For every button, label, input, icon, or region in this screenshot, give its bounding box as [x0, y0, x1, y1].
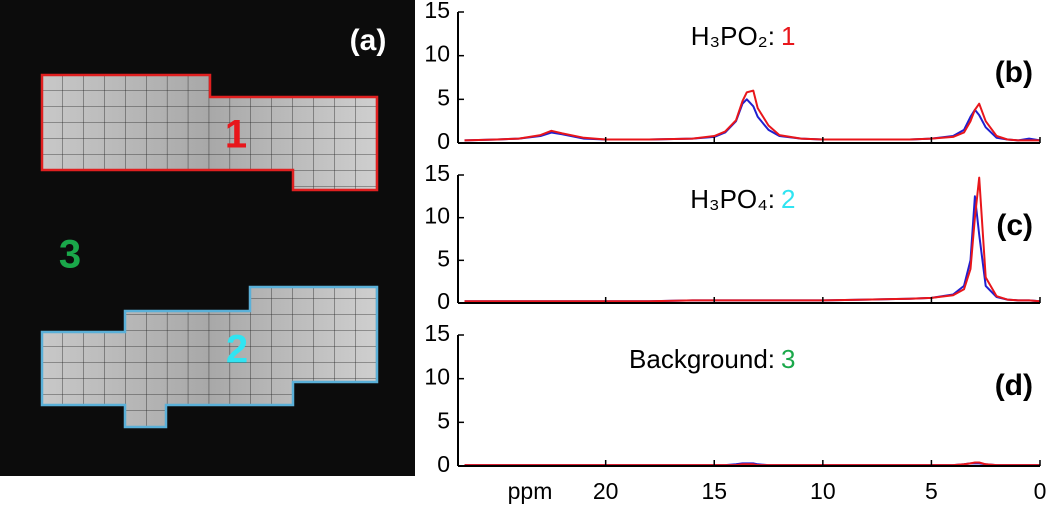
x-tick-label: 15 — [701, 478, 727, 504]
roi-outline — [40, 285, 379, 429]
y-tick-label: 15 — [424, 320, 450, 346]
spectrum-line — [464, 89, 1040, 142]
y-tick-label: 15 — [424, 0, 450, 23]
title-region: 3 — [781, 344, 795, 374]
panel-label: (c) — [996, 209, 1033, 242]
voxel-grid — [42, 75, 377, 190]
y-tick-label: 0 — [437, 288, 450, 314]
region-label: 1 — [225, 113, 247, 157]
y-tick-label: 5 — [437, 84, 450, 110]
chart-title: H₃PO₄: — [690, 184, 775, 214]
image-panel: (a) 1 2 3 — [0, 0, 415, 476]
y-tick-label: 10 — [424, 203, 450, 229]
y-tick-label: 10 — [424, 364, 450, 390]
region-label: 2 — [226, 328, 248, 372]
title-text: H₃PO₂: — [691, 21, 775, 51]
x-tick-label: 20 — [593, 478, 619, 504]
y-tick-label: 5 — [437, 245, 450, 271]
title-region: 1 — [781, 21, 795, 51]
y-tick-label: 0 — [437, 128, 450, 154]
x-tick-label: 5 — [925, 478, 938, 504]
title-region: 2 — [781, 184, 795, 214]
panel-label: (d) — [995, 369, 1033, 402]
y-tick-label: 10 — [424, 41, 450, 67]
y-tick-label: 0 — [437, 451, 450, 477]
panel-label: (a) — [350, 24, 387, 57]
spectrum-line — [464, 176, 1041, 303]
chart-title: H₃PO₂: — [691, 21, 775, 51]
roi-outline — [40, 73, 379, 192]
title-text: H₃PO₄: — [690, 184, 775, 214]
spectrum-line — [464, 98, 1041, 142]
title-text: Background: — [629, 344, 775, 374]
chart-title: Background: — [629, 344, 775, 374]
x-tick-label: 0 — [1034, 478, 1047, 504]
x-tick-label: 10 — [810, 478, 836, 504]
y-tick-label: 15 — [424, 160, 450, 186]
panel-label: (b) — [995, 56, 1033, 89]
region-label: 3 — [59, 233, 81, 277]
x-axis-label: ppm — [508, 478, 553, 504]
y-tick-label: 5 — [437, 407, 450, 433]
